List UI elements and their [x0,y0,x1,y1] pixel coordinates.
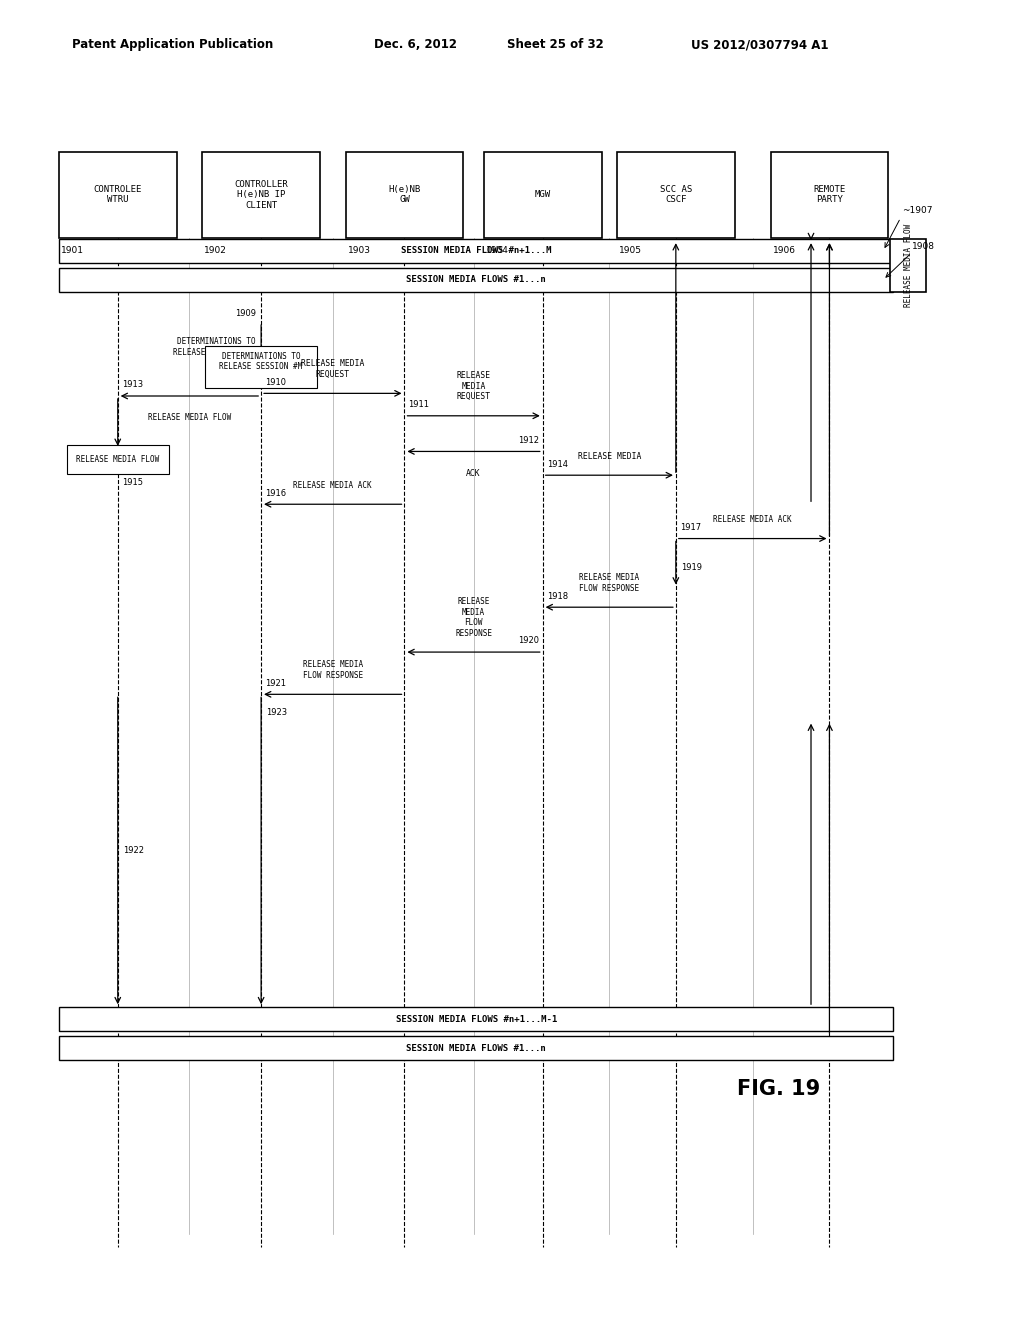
Text: US 2012/0307794 A1: US 2012/0307794 A1 [691,38,828,51]
Text: RELEASE
MEDIA
FLOW
RESPONSE: RELEASE MEDIA FLOW RESPONSE [455,598,493,638]
Bar [59,152,177,238]
Text: RELEASE MEDIA FLOW: RELEASE MEDIA FLOW [904,223,912,308]
Text: RELEASE MEDIA FLOW: RELEASE MEDIA FLOW [147,413,231,422]
Text: SESSION MEDIA FLOWS #1...n: SESSION MEDIA FLOWS #1...n [407,1044,546,1052]
Text: DETERMINATIONS TO
RELEASE SESSION #M: DETERMINATIONS TO RELEASE SESSION #M [173,338,256,356]
Text: 1922: 1922 [123,846,144,855]
Text: Sheet 25 of 32: Sheet 25 of 32 [507,38,603,51]
Text: SCC AS
CSCF: SCC AS CSCF [659,185,692,205]
Text: RELEASE MEDIA ACK: RELEASE MEDIA ACK [714,515,792,524]
Text: RELEASE MEDIA: RELEASE MEDIA [578,451,641,461]
Text: REMOTE
PARTY: REMOTE PARTY [813,185,846,205]
Bar [59,268,893,292]
Text: 1911: 1911 [409,400,430,409]
Text: RELEASE
MEDIA
REQUEST: RELEASE MEDIA REQUEST [457,371,490,401]
Text: RELEASE MEDIA ACK: RELEASE MEDIA ACK [294,480,372,490]
Bar [59,1036,893,1060]
Bar [205,346,317,388]
Text: 1902: 1902 [205,246,227,255]
Text: CONTROLLER
H(e)NB IP
CLIENT: CONTROLLER H(e)NB IP CLIENT [234,180,288,210]
Text: CONTROLEE
WTRU: CONTROLEE WTRU [93,185,142,205]
Text: 1901: 1901 [61,246,84,255]
Bar [771,152,889,238]
Text: FIG. 19: FIG. 19 [736,1078,820,1100]
Text: ACK: ACK [466,469,481,478]
Text: ~1907: ~1907 [902,206,932,215]
Bar [203,152,319,238]
Text: SESSION MEDIA FLOWS #1...n: SESSION MEDIA FLOWS #1...n [407,276,546,284]
Text: 1919: 1919 [681,564,702,572]
Text: 1905: 1905 [618,246,642,255]
Text: SESSION MEDIA FLOWS #n+1...M-1: SESSION MEDIA FLOWS #n+1...M-1 [395,1015,557,1023]
Bar [346,152,463,238]
Text: DETERMINATIONS TO
RELEASE SESSION #M: DETERMINATIONS TO RELEASE SESSION #M [219,352,303,371]
Text: 1916: 1916 [265,488,287,498]
Text: 1914: 1914 [547,459,568,469]
Text: 1909: 1909 [234,309,256,318]
Bar [59,1007,893,1031]
Text: 1904: 1904 [486,246,509,255]
Text: 1923: 1923 [266,708,288,717]
Text: RELEASE MEDIA
FLOW RESPONSE: RELEASE MEDIA FLOW RESPONSE [303,660,362,680]
Text: RELEASE MEDIA
REQUEST: RELEASE MEDIA REQUEST [301,359,365,379]
Text: SESSION MEDIA FLOWS #n+1...M: SESSION MEDIA FLOWS #n+1...M [401,247,551,255]
Text: 1920: 1920 [517,636,539,645]
Text: 1918: 1918 [547,591,568,601]
Text: 1917: 1917 [680,523,701,532]
Text: 1910: 1910 [265,378,287,387]
Text: 1903: 1903 [348,246,371,255]
Text: 1912: 1912 [517,436,539,445]
Text: RELEASE MEDIA
FLOW RESPONSE: RELEASE MEDIA FLOW RESPONSE [580,573,639,593]
Text: 1913: 1913 [122,380,143,389]
Bar [59,239,893,263]
Bar [616,152,735,238]
Text: 1915: 1915 [122,478,143,487]
Text: H(e)NB
GW: H(e)NB GW [388,185,421,205]
Text: 1906: 1906 [773,246,796,255]
Text: 1921: 1921 [265,678,287,688]
Bar [891,239,927,292]
Text: RELEASE MEDIA FLOW: RELEASE MEDIA FLOW [76,455,160,463]
Text: MGW: MGW [535,190,551,199]
Bar [484,152,602,238]
Text: 1908: 1908 [912,242,935,251]
Bar [67,445,169,474]
Text: Dec. 6, 2012: Dec. 6, 2012 [374,38,457,51]
Text: Patent Application Publication: Patent Application Publication [72,38,273,51]
